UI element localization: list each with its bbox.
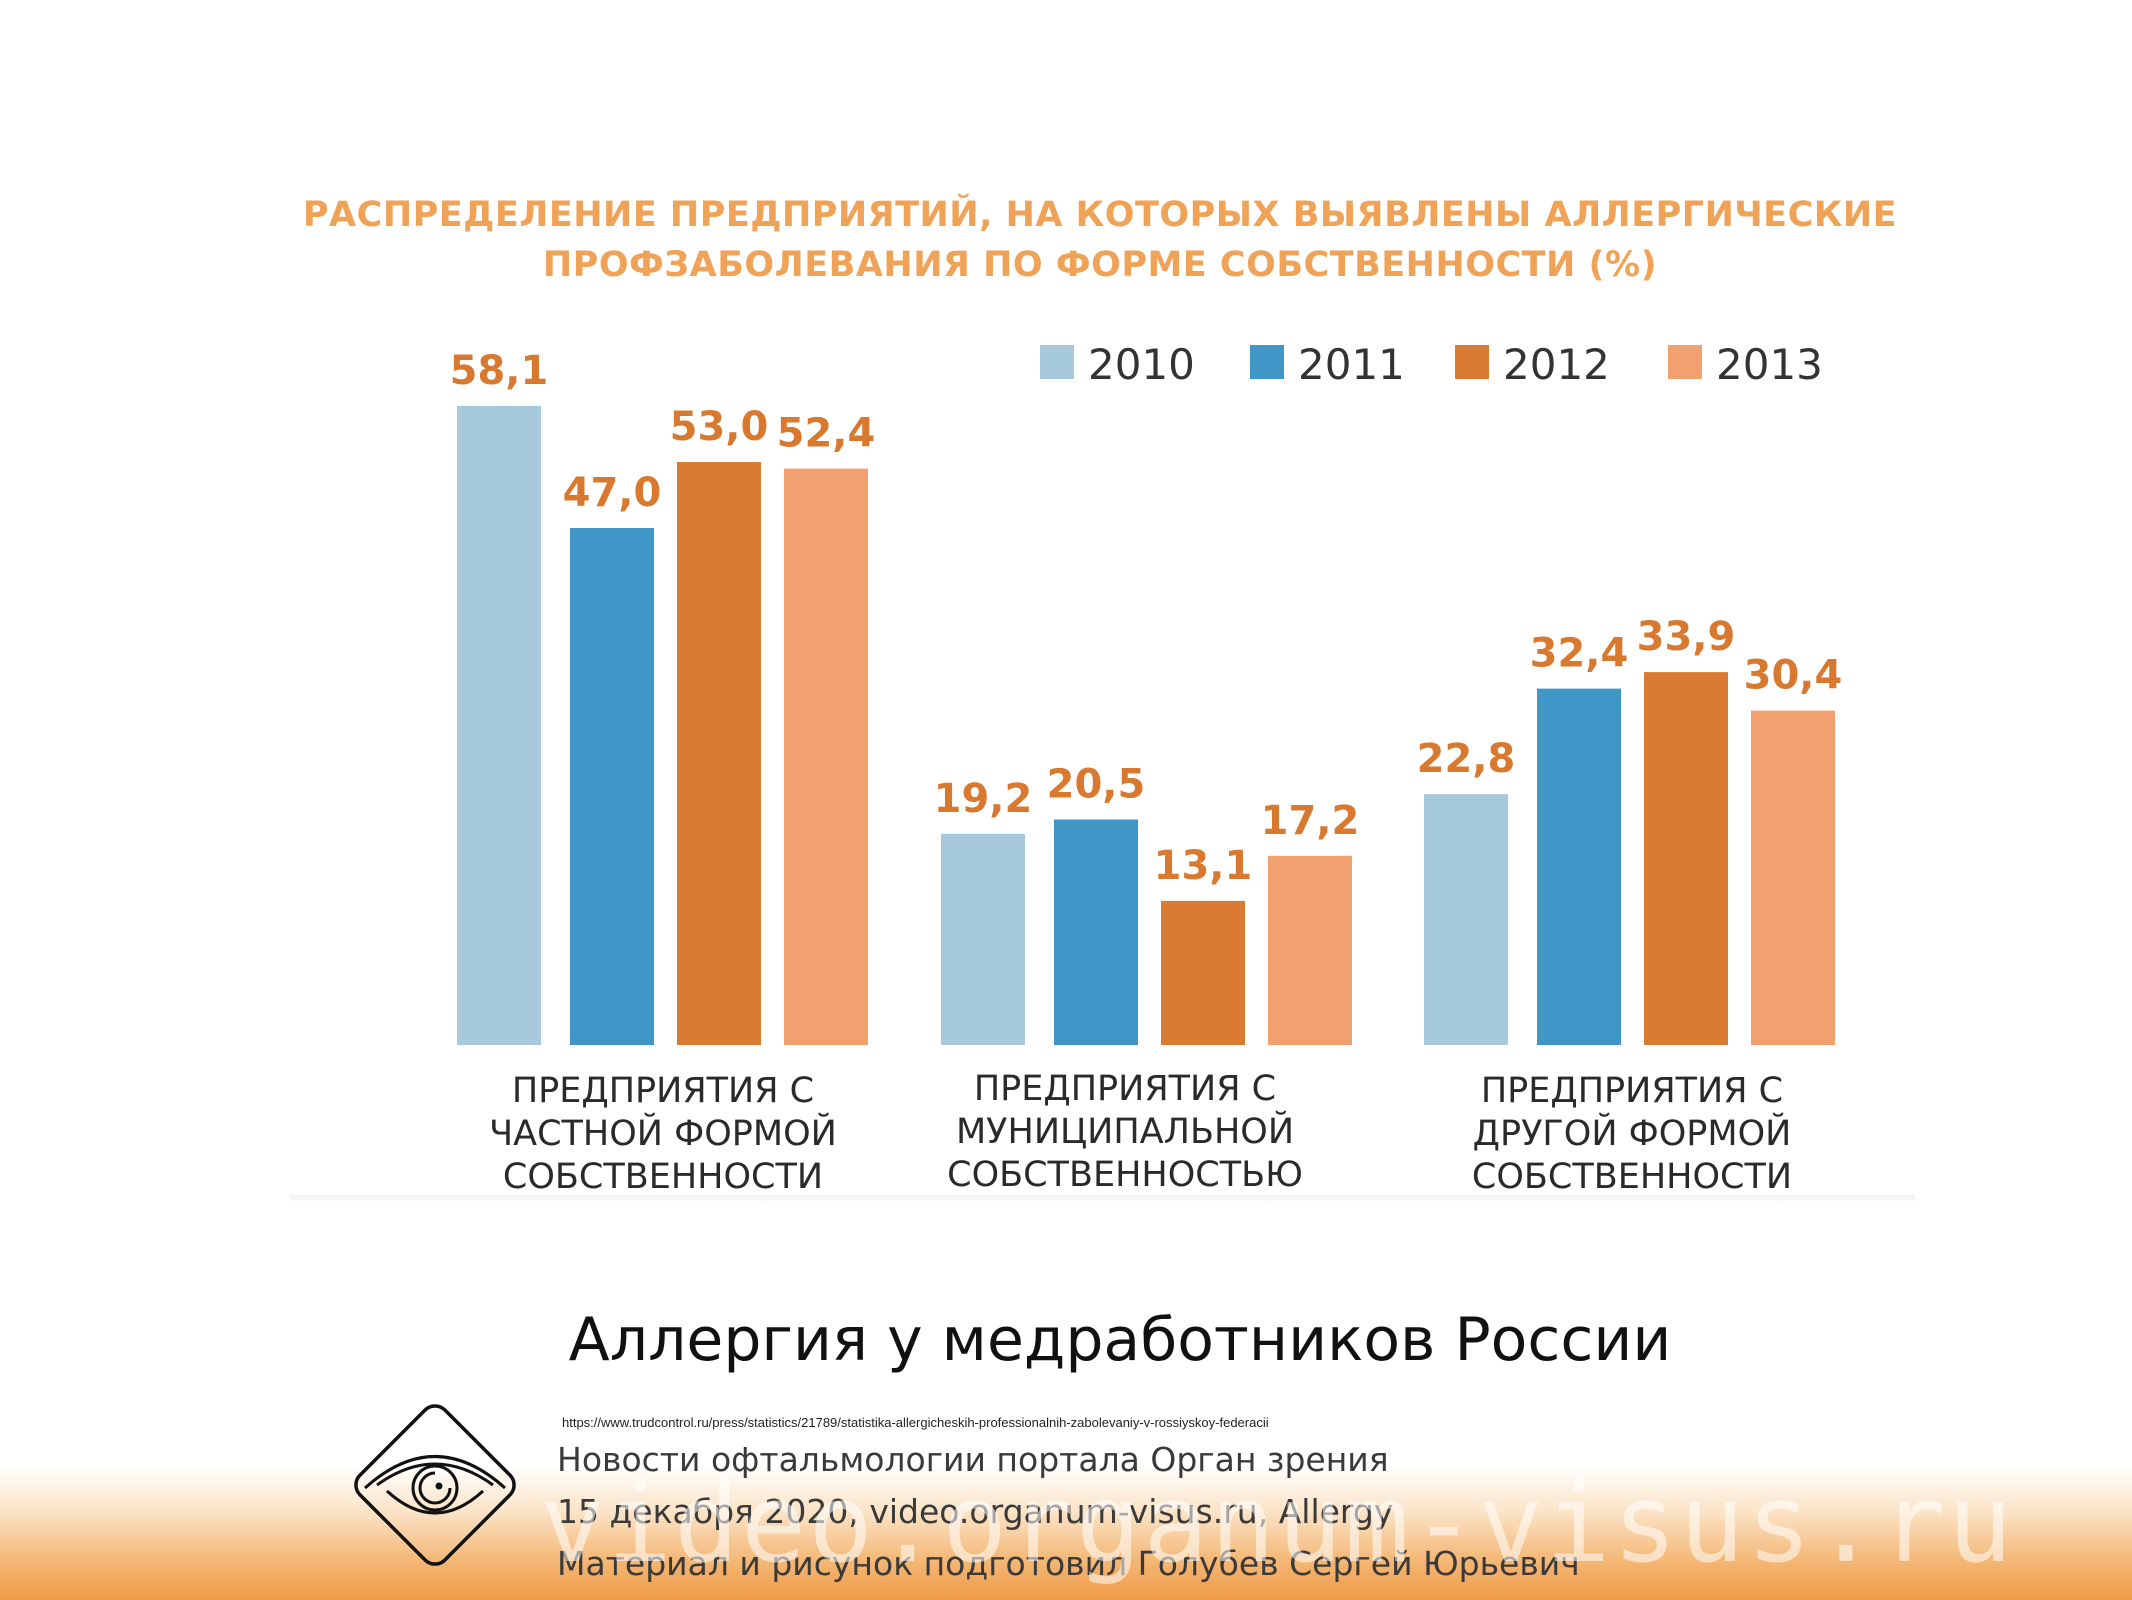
legend-label-2012: 2012 xyxy=(1503,340,1610,389)
data-label-private-2011: 47,0 xyxy=(563,470,662,516)
data-label-private-2013: 52,4 xyxy=(777,411,876,457)
bar-private-2011 xyxy=(570,528,654,1045)
bar-other-2010 xyxy=(1424,794,1508,1045)
data-label-municipal-2011: 20,5 xyxy=(1047,762,1146,808)
data-label-municipal-2013: 17,2 xyxy=(1261,798,1360,844)
chart-title-line-2: ПРОФЗАБОЛЕВАНИЯ ПО ФОРМЕ СОБСТВЕННОСТИ (… xyxy=(542,245,1658,285)
bar-municipal-2013 xyxy=(1268,855,1352,1045)
legend-label-2010: 2010 xyxy=(1088,340,1195,389)
data-label-other-2013: 30,4 xyxy=(1744,653,1843,699)
slide-heading: Аллергия у медработников России xyxy=(568,1305,1672,1375)
data-label-other-2012: 33,9 xyxy=(1637,614,1736,660)
chart-data-labels: 58,1 19,2 22,8 47,0 20,5 32,4 53,0 13,1 33,9 52,4… xyxy=(450,348,1843,889)
bar-private-2012 xyxy=(677,462,761,1045)
credit-line-3: Материал и рисунок подготовил Голубев Се… xyxy=(557,1544,1580,1583)
category-label-municipal: ПРЕДПРИЯТИЯ С МУНИЦИПАЛЬНОЙ СОБСТВЕННОСТ… xyxy=(947,1069,1303,1195)
credit-line-2: 15 декабря 2020, video.organum-visus.ru,… xyxy=(557,1492,1394,1531)
chart-title-line-1: РАСПРЕДЕЛЕНИЕ ПРЕДПРИЯТИЙ, НА КОТОРЫХ ВЫ… xyxy=(302,195,1898,235)
legend-swatch-2011 xyxy=(1250,345,1284,379)
data-label-municipal-2010: 19,2 xyxy=(934,776,1033,822)
watermark: video.organum-visus.ru xyxy=(540,1462,2015,1587)
bar-municipal-2011 xyxy=(1054,819,1138,1045)
chart-baseline xyxy=(290,1195,1915,1201)
legend-swatch-2013 xyxy=(1668,345,1702,379)
data-label-municipal-2012: 13,1 xyxy=(1154,843,1253,889)
data-label-other-2010: 22,8 xyxy=(1417,736,1516,782)
bar-private-2010 xyxy=(457,405,541,1045)
chart-title: РАСПРЕДЕЛЕНИЕ ПРЕДПРИЯТИЙ, НА КОТОРЫХ ВЫ… xyxy=(290,190,1910,290)
credit-line-1: Новости офтальмологии портала Орган зрен… xyxy=(557,1440,1389,1479)
bar-other-2012 xyxy=(1644,672,1728,1045)
bar-other-2011 xyxy=(1537,688,1621,1045)
chart-bars xyxy=(457,405,1835,1046)
legend-swatch-2010 xyxy=(1040,345,1074,379)
legend-label-2013: 2013 xyxy=(1716,340,1823,389)
bar-municipal-2010 xyxy=(941,833,1025,1045)
bar-other-2013 xyxy=(1751,710,1835,1045)
bar-private-2013 xyxy=(784,468,868,1046)
data-label-private-2010: 58,1 xyxy=(450,348,549,394)
chart-legend: 2010 2011 2012 2013 xyxy=(1040,340,1823,389)
data-label-private-2012: 53,0 xyxy=(670,404,769,450)
eye-icon xyxy=(354,1404,516,1566)
legend-swatch-2012 xyxy=(1455,345,1489,379)
data-label-other-2011: 32,4 xyxy=(1530,631,1629,677)
legend-label-2011: 2011 xyxy=(1298,340,1405,389)
source-url[interactable]: https://www.trudcontrol.ru/press/statist… xyxy=(562,1415,1269,1430)
bar-municipal-2012 xyxy=(1161,900,1245,1045)
category-label-private: ПРЕДПРИЯТИЯ С ЧАСТНОЙ ФОРМОЙ СОБСТВЕННОС… xyxy=(489,1071,837,1197)
category-label-other: ПРЕДПРИЯТИЯ С ДРУГОЙ ФОРМОЙ СОБСТВЕННОСТ… xyxy=(1471,1071,1793,1197)
